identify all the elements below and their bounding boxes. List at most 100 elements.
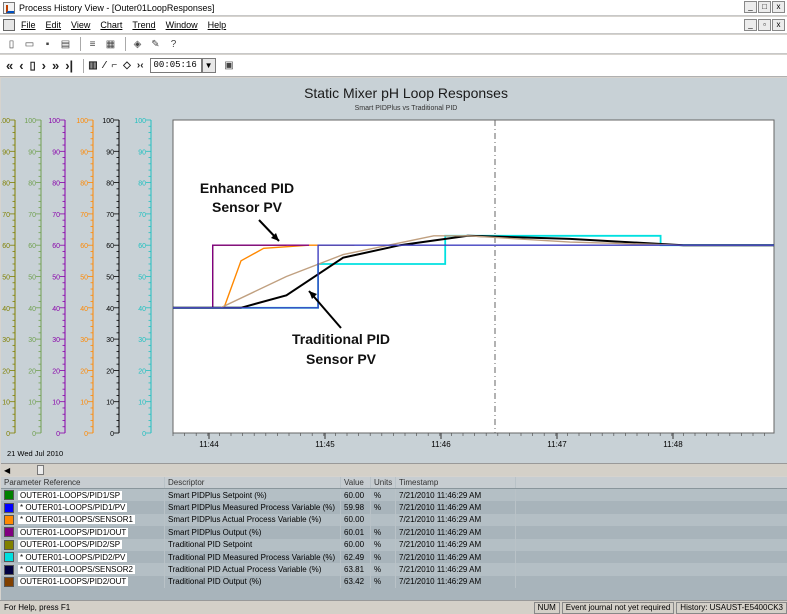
table-row[interactable]: * OUTER01-LOOPS/PID2/PV Traditional PID M… <box>1 550 787 564</box>
y-tick-label: 10 <box>80 400 88 407</box>
y-tick-label: 80 <box>138 181 146 188</box>
end-icon[interactable]: ›| <box>65 58 74 73</box>
time-span-input[interactable]: 00:05:16 <box>149 58 202 73</box>
next-icon[interactable]: › <box>41 58 46 73</box>
connect-icon[interactable]: ◈ <box>133 38 142 50</box>
descriptor: Traditional PID Actual Process Variable … <box>165 563 341 576</box>
table-row[interactable]: OUTER01-LOOPS/PID2/OUT Traditional PID Ou… <box>1 575 787 589</box>
menu-view[interactable]: View <box>71 20 91 30</box>
y-tick-label: 100 <box>134 118 146 125</box>
parameter-reference: OUTER01-LOOPS/PID2/SP <box>18 540 123 550</box>
zoom-icon[interactable]: ⁄ <box>103 60 106 71</box>
y-tick-label: 90 <box>80 149 88 156</box>
y-tick-label: 100 <box>76 118 88 125</box>
table-row[interactable]: OUTER01-LOOPS/PID2/SP Traditional PID Set… <box>1 538 787 551</box>
table-row[interactable]: * OUTER01-LOOPS/SENSOR2 Traditional PID A… <box>1 563 787 576</box>
y-tick-label: 40 <box>28 306 36 313</box>
annotation-enhanced-line2: Sensor PV <box>212 199 283 215</box>
previous-icon[interactable]: ‹ <box>19 58 24 73</box>
horizontal-scrollbar[interactable]: ◀ <box>1 463 787 476</box>
menu-window[interactable]: Window <box>165 20 198 30</box>
y-tick-label: 20 <box>80 368 88 375</box>
table-row[interactable]: OUTER01-LOOPS/PID1/SP Smart PIDPlus Setpo… <box>1 489 787 502</box>
expand-icon[interactable]: ◇ <box>123 60 131 71</box>
first-page-icon[interactable]: « <box>6 58 14 73</box>
new-icon[interactable]: ▯ <box>8 38 15 50</box>
annotation-arrowhead <box>309 291 317 299</box>
save-icon[interactable]: ▪ <box>45 38 50 50</box>
context-help-icon[interactable]: ? <box>170 38 177 50</box>
y-tick-label: 20 <box>28 368 36 375</box>
y-tick-label: 40 <box>106 306 114 313</box>
series-line <box>173 235 774 309</box>
trend-icon[interactable]: ⌐ <box>111 60 118 71</box>
open-icon[interactable]: ▭ <box>24 38 35 50</box>
y-tick-label: 100 <box>1 118 10 125</box>
x-tick-label: 11:45 <box>315 440 335 449</box>
timestamp: 7/21/2010 11:46:29 AM <box>396 538 516 551</box>
menu-help[interactable]: Help <box>207 20 227 30</box>
mdi-close-button[interactable]: x <box>772 19 785 31</box>
annotation-traditional-line2: Sensor PV <box>306 351 377 367</box>
units: % <box>371 526 396 539</box>
series-line <box>173 244 774 309</box>
window-title: Process History View - [Outer01LoopRespo… <box>19 2 215 13</box>
close-button[interactable]: x <box>772 1 785 13</box>
y-tick-label: 100 <box>24 118 36 125</box>
chevron-down-icon[interactable]: ▼ <box>201 58 216 73</box>
col-parameter-reference[interactable]: Parameter Reference <box>1 477 165 488</box>
chart-scale-icon[interactable]: ▥ <box>88 60 98 71</box>
col-timestamp[interactable]: Timestamp <box>396 477 516 488</box>
y-tick-label: 80 <box>28 181 36 188</box>
menu-chart[interactable]: Chart <box>100 20 123 30</box>
descriptor: Smart PIDPlus Output (%) <box>165 526 341 539</box>
menu-trend[interactable]: Trend <box>132 20 156 30</box>
parameter-reference: * OUTER01-LOOPS/PID2/PV <box>18 552 128 562</box>
app-icon <box>3 1 15 14</box>
y-tick-label: 40 <box>52 306 60 313</box>
status-history: History: USAUST-E5400CK3 <box>676 601 787 614</box>
apply-icon[interactable]: ▣ <box>224 60 234 71</box>
document-icon[interactable] <box>3 19 15 31</box>
table-row[interactable]: OUTER01-LOOPS/PID1/OUT Smart PIDPlus Outp… <box>1 526 787 539</box>
minimize-button[interactable]: _ <box>744 1 757 13</box>
col-descriptor[interactable]: Descriptor <box>165 477 341 488</box>
table-row[interactable]: * OUTER01-LOOPS/PID1/PV Smart PIDPlus Mea… <box>1 501 787 514</box>
timestamp: 7/21/2010 11:46:29 AM <box>396 550 516 564</box>
menu-edit[interactable]: Edit <box>45 20 62 30</box>
col-value[interactable]: Value <box>341 477 371 488</box>
trend-chart[interactable]: Static Mixer pH Loop Responses Smart PIDP… <box>0 78 787 463</box>
table-row[interactable]: * OUTER01-LOOPS/SENSOR1 Smart PIDPlus Act… <box>1 513 787 527</box>
series-color-swatch <box>4 539 14 550</box>
value: 60.00 <box>341 513 371 527</box>
trend-toolbar: « ‹ ▯ › » ›| ▥ ⁄ ⌐ ◇ ›‹ 00:05:16 ▼ ▣ <box>0 55 787 77</box>
scroll-left-icon[interactable]: ◀ <box>4 466 11 475</box>
grid-icon[interactable]: ▦ <box>105 38 116 50</box>
compress-icon[interactable]: ›‹ <box>136 60 144 71</box>
y-tick-label: 100 <box>102 118 114 125</box>
y-tick-label: 80 <box>80 181 88 188</box>
annotation-arrow <box>308 290 342 329</box>
y-tick-label: 30 <box>28 337 36 344</box>
y-tick-label: 100 <box>48 118 60 125</box>
last-page-icon[interactable]: » <box>51 58 60 73</box>
series-color-swatch <box>4 552 14 563</box>
list-icon[interactable]: ≡ <box>89 38 96 50</box>
mdi-minimize-button[interactable]: _ <box>744 19 757 31</box>
mdi-restore-button[interactable]: ▫ <box>758 19 771 31</box>
annotation-traditional-line1: Traditional PID <box>292 331 390 347</box>
col-units[interactable]: Units <box>371 477 396 488</box>
y-tick-label: 90 <box>138 149 146 156</box>
pause-icon[interactable]: ▯ <box>29 60 36 72</box>
y-tick-label: 50 <box>28 275 36 282</box>
series-color-swatch <box>4 514 14 525</box>
y-tick-label: 80 <box>52 181 60 188</box>
print-icon[interactable]: ▤ <box>60 38 71 50</box>
menu-file[interactable]: File <box>21 20 36 30</box>
y-tick-label: 20 <box>138 368 146 375</box>
tool-icon[interactable]: ✎ <box>151 38 160 50</box>
chart-subtitle: Smart PIDPlus vs Traditional PID <box>355 105 458 112</box>
status-num: NUM <box>533 601 560 614</box>
scroll-thumb[interactable] <box>37 465 44 475</box>
maximize-button[interactable]: □ <box>758 1 771 13</box>
